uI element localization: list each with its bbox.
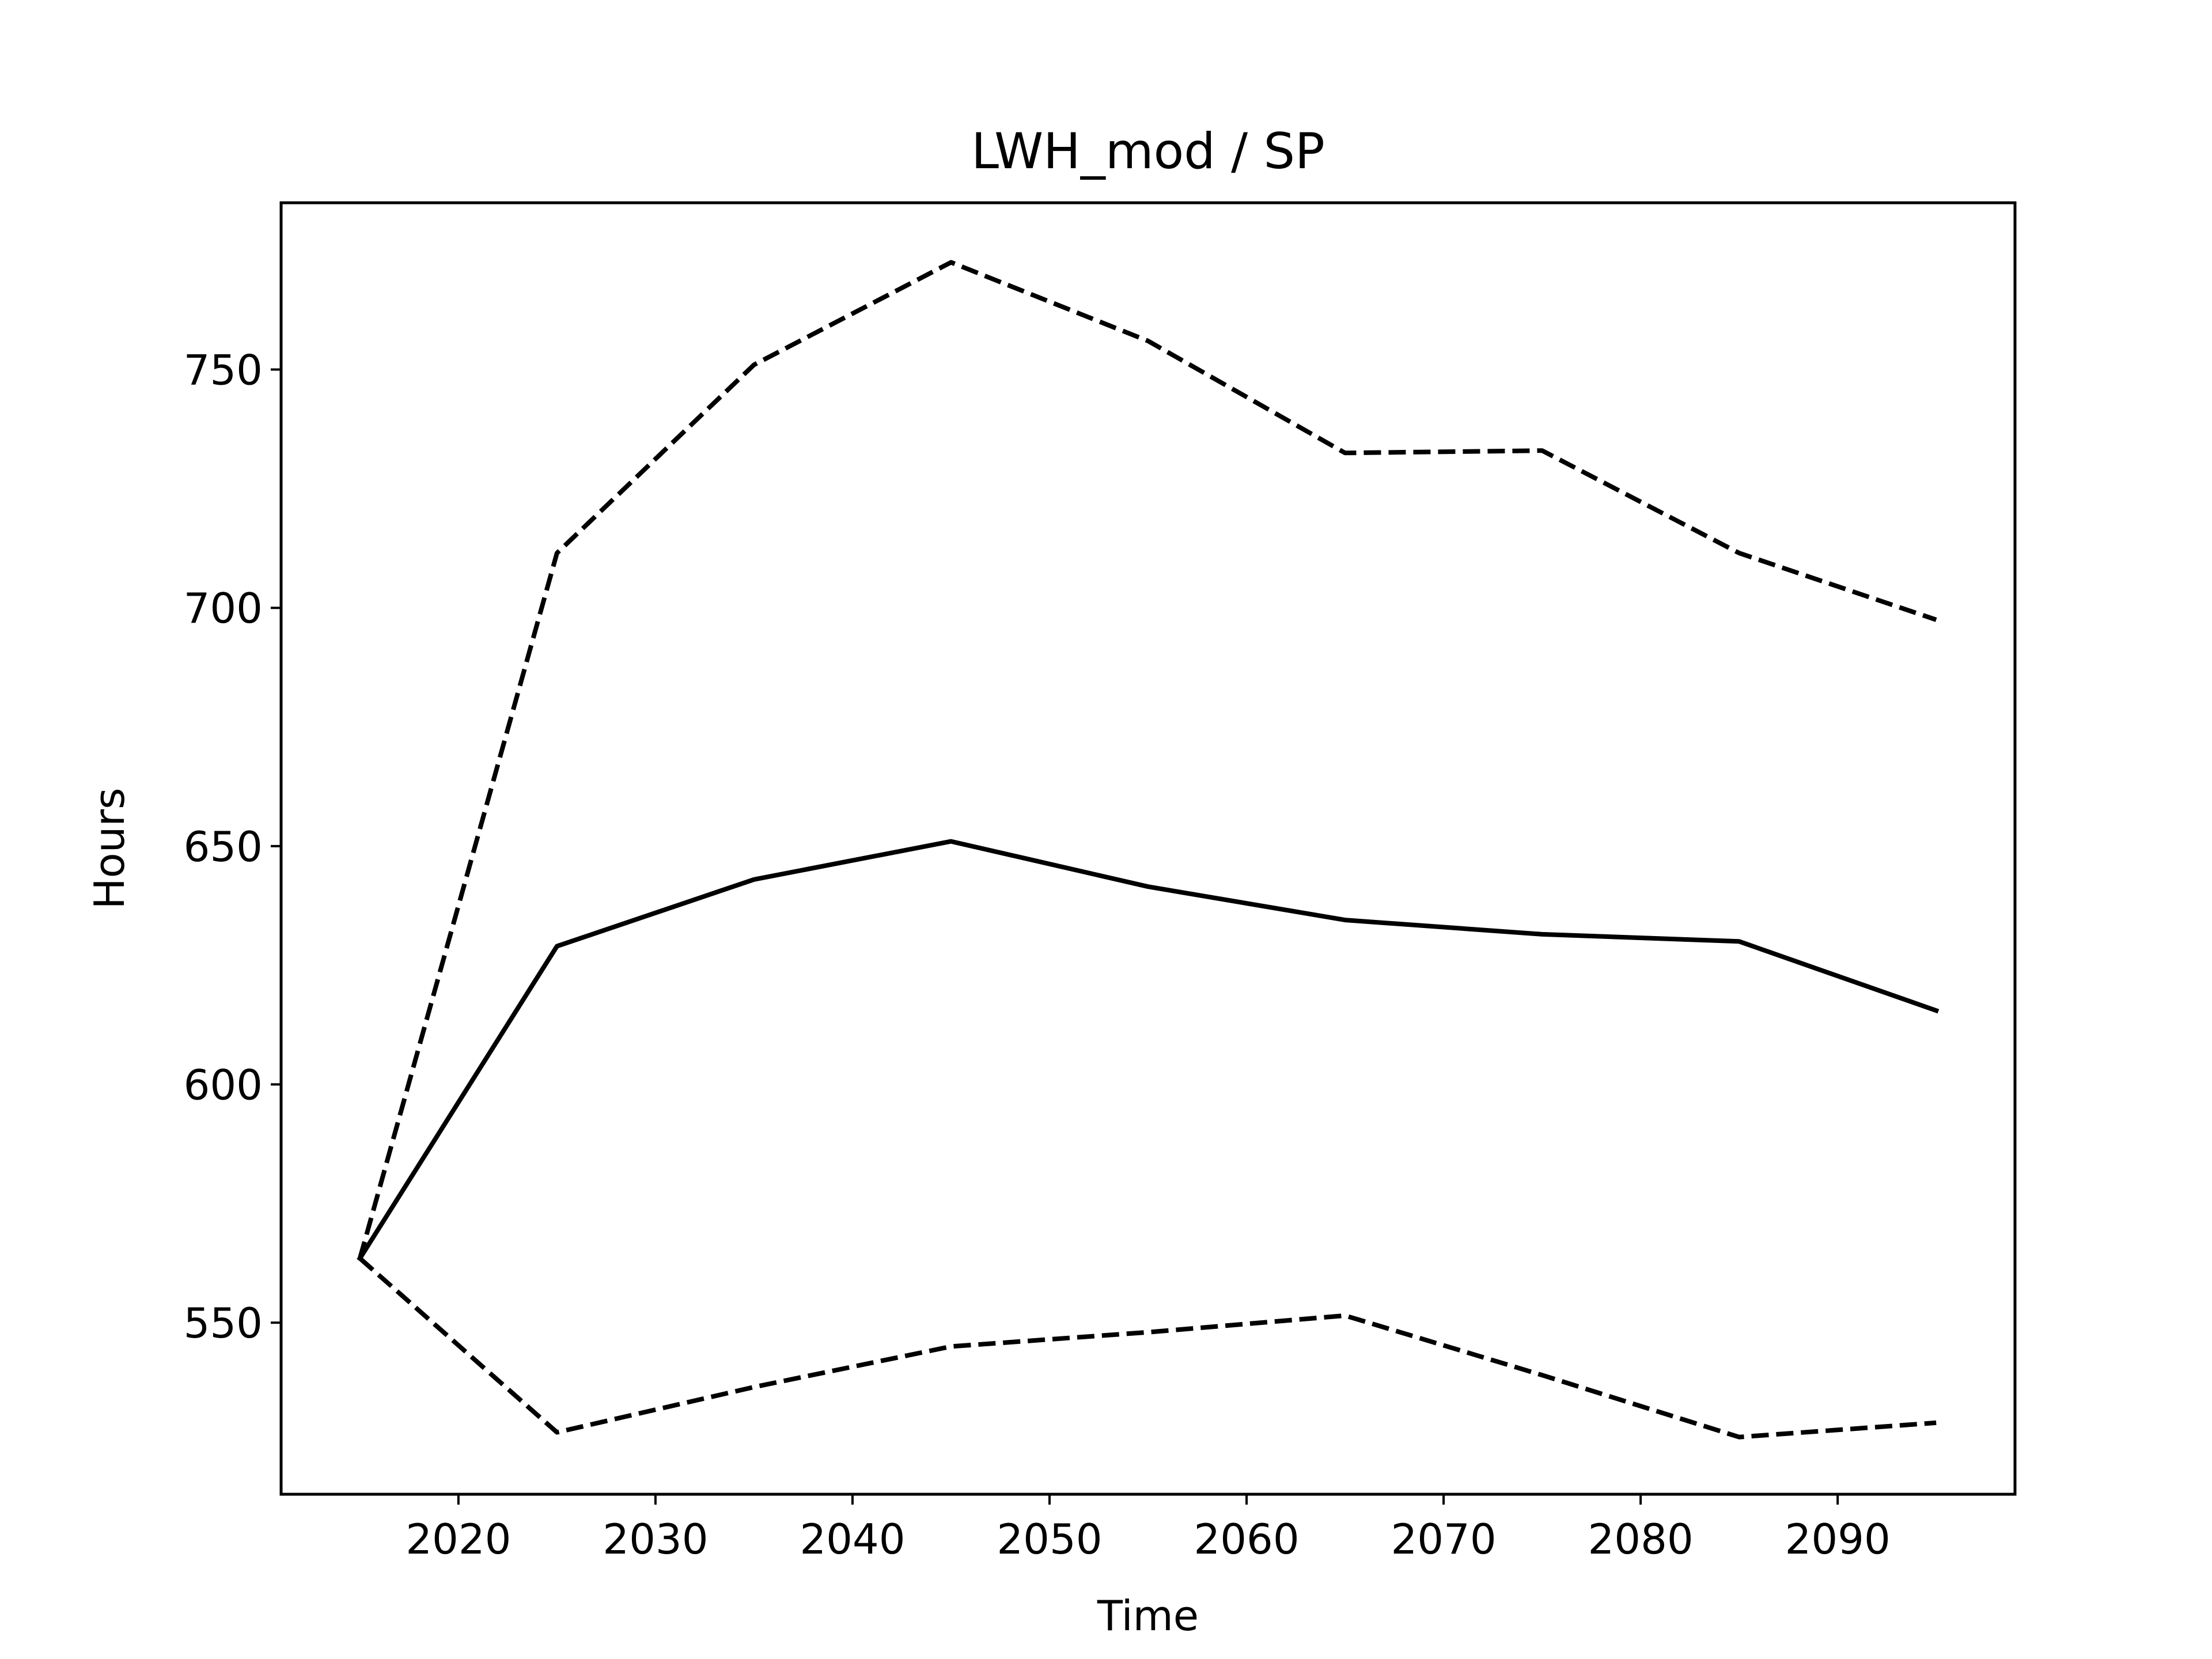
y-tick-label: 700	[184, 584, 263, 632]
series-line-2-dashed	[357, 260, 1937, 1259]
y-tick-label: 750	[184, 346, 263, 395]
series-layer	[357, 260, 1940, 1440]
x-tick-label: 2080	[1588, 1515, 1693, 1563]
series-line-3-dashed	[358, 1256, 1937, 1440]
axes-frame	[279, 201, 2017, 1496]
y-tick-label: 600	[184, 1061, 263, 1109]
series-line-1-solid	[357, 839, 1940, 1262]
plot-area	[279, 201, 2017, 1496]
x-tick-label: 2050	[997, 1515, 1102, 1563]
x-tick-label: 2040	[800, 1515, 905, 1563]
y-tick-label: 550	[184, 1299, 263, 1347]
x-axis: 2020 2030 2040 2050 2060 2070 2080 2090	[406, 1494, 1891, 1563]
chart-title: LWH_mod / SP	[971, 123, 1325, 180]
y-axis-label: Hours	[85, 788, 134, 910]
x-tick-label: 2070	[1391, 1515, 1496, 1563]
x-tick-label: 2030	[603, 1515, 708, 1563]
x-tick-label: 2090	[1785, 1515, 1891, 1563]
x-tick-label: 2020	[406, 1515, 511, 1563]
x-axis-label: Time	[1097, 1592, 1199, 1640]
x-tick-label: 2060	[1194, 1515, 1299, 1563]
y-axis: 550 600 650 700 750	[184, 346, 281, 1347]
y-tick-label: 650	[184, 823, 263, 871]
